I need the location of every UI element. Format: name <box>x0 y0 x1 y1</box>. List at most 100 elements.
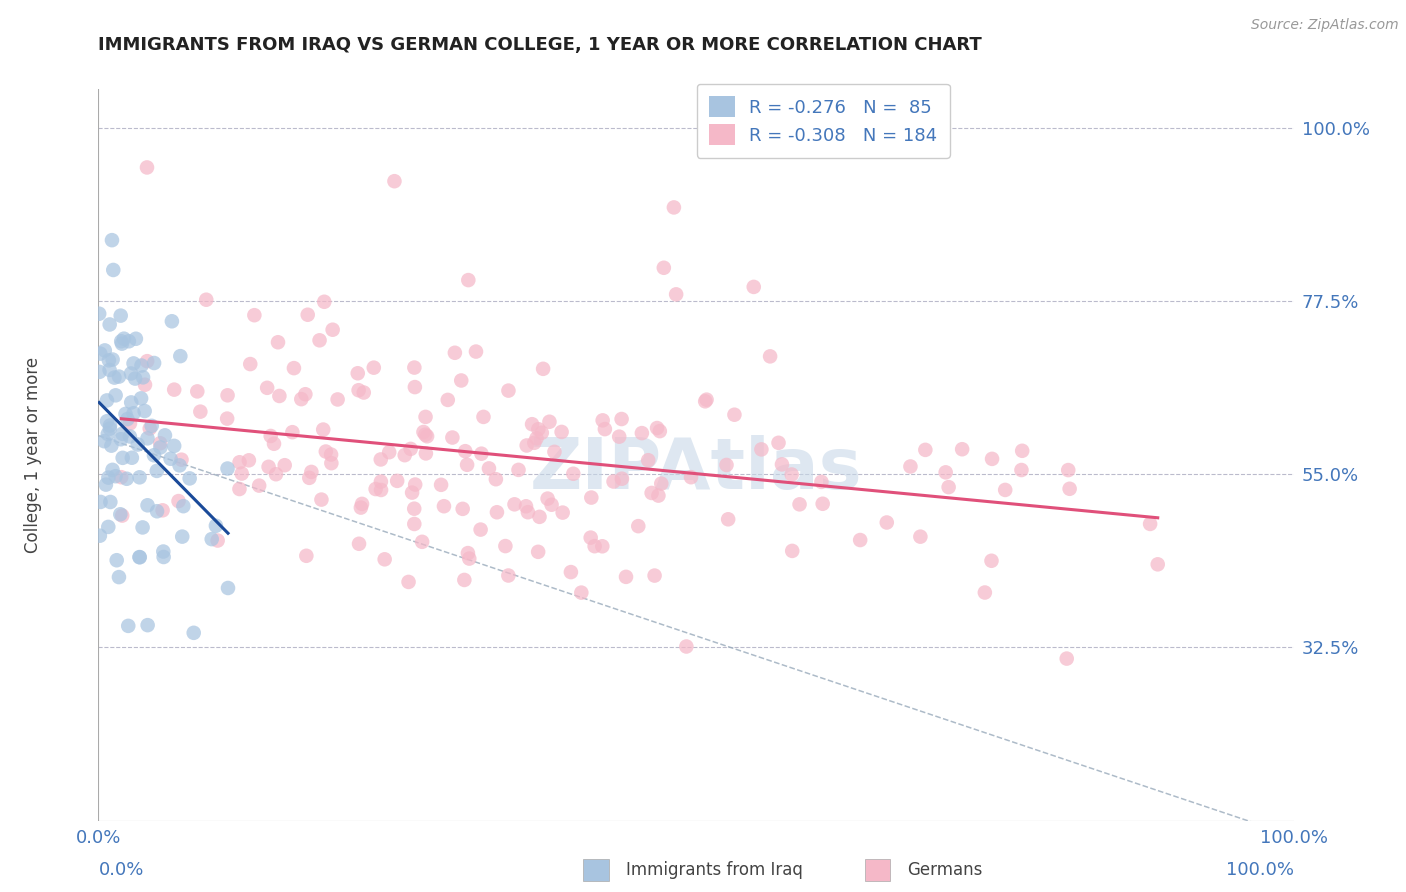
Point <box>122 356 145 370</box>
Point <box>640 486 662 500</box>
Point <box>101 352 124 367</box>
Point <box>257 459 280 474</box>
Point <box>263 436 285 450</box>
Point <box>94 477 117 491</box>
Legend: R = -0.276   N =  85, R = -0.308   N = 184: R = -0.276 N = 85, R = -0.308 N = 184 <box>697 84 950 158</box>
Point <box>111 336 134 351</box>
Point <box>273 458 295 473</box>
Point <box>370 475 392 489</box>
Point <box>562 467 585 481</box>
Point <box>114 407 136 421</box>
Point <box>530 425 553 440</box>
Point <box>398 574 420 589</box>
Point <box>404 501 426 516</box>
Point <box>457 546 479 560</box>
Point <box>503 497 526 511</box>
Point <box>134 404 156 418</box>
Point <box>96 414 118 428</box>
Point <box>498 384 520 398</box>
Point <box>353 385 375 400</box>
Point <box>167 494 190 508</box>
Point <box>89 365 111 379</box>
Point <box>314 294 336 309</box>
Point <box>152 549 174 564</box>
Point <box>652 260 675 275</box>
Point <box>110 334 132 349</box>
Point <box>1139 516 1161 531</box>
Point <box>453 573 475 587</box>
Point <box>665 287 688 301</box>
Point <box>118 429 141 443</box>
Point <box>1011 443 1033 458</box>
Point <box>101 233 124 247</box>
Point <box>122 406 145 420</box>
Point <box>444 345 467 359</box>
Point <box>94 343 117 358</box>
Point <box>136 498 159 512</box>
Point <box>96 393 118 408</box>
Point <box>935 466 957 480</box>
Point <box>170 452 193 467</box>
Point <box>451 501 474 516</box>
Text: ZIPAtlas: ZIPAtlas <box>530 435 862 504</box>
Point <box>118 334 141 349</box>
Point <box>321 456 343 470</box>
Point <box>139 421 162 435</box>
Point <box>614 570 637 584</box>
Point <box>103 263 125 277</box>
Point <box>416 429 439 443</box>
Point <box>172 530 194 544</box>
Point <box>100 439 122 453</box>
Point <box>111 508 134 523</box>
Point <box>994 483 1017 497</box>
Point <box>136 354 159 368</box>
Point <box>1057 463 1080 477</box>
Point <box>591 539 613 553</box>
Text: IMMIGRANTS FROM IRAQ VS GERMAN COLLEGE, 1 YEAR OR MORE CORRELATION CHART: IMMIGRANTS FROM IRAQ VS GERMAN COLLEGE, … <box>98 36 983 54</box>
Point <box>607 430 630 444</box>
Point <box>97 520 120 534</box>
Point <box>98 318 121 332</box>
Point <box>152 544 174 558</box>
Point <box>146 464 169 478</box>
Point <box>723 408 745 422</box>
Point <box>696 392 718 407</box>
Point <box>415 427 437 442</box>
Point <box>243 308 266 322</box>
Point <box>290 392 312 406</box>
Point <box>143 356 166 370</box>
Point <box>319 448 342 462</box>
Point <box>1059 482 1081 496</box>
Point <box>346 366 368 380</box>
Point <box>104 469 127 483</box>
Point <box>910 530 932 544</box>
Point <box>516 505 538 519</box>
Text: 0.0%: 0.0% <box>98 861 143 879</box>
Point <box>759 350 782 364</box>
Point <box>637 453 659 467</box>
Point <box>560 565 582 579</box>
Point <box>973 585 995 599</box>
Point <box>551 506 574 520</box>
Point <box>169 349 191 363</box>
Point <box>695 394 717 409</box>
Point <box>543 445 565 459</box>
Point <box>97 426 120 441</box>
Point <box>508 463 530 477</box>
Point <box>152 503 174 517</box>
Point <box>98 495 121 509</box>
Text: Immigrants from Iraq: Immigrants from Iraq <box>626 861 803 879</box>
Point <box>89 307 111 321</box>
Point <box>110 470 132 484</box>
Point <box>465 344 488 359</box>
Point <box>717 512 740 526</box>
Point <box>160 314 183 328</box>
Point <box>98 418 121 433</box>
Point <box>312 423 335 437</box>
Point <box>470 447 492 461</box>
Point <box>404 477 426 491</box>
Point <box>149 436 172 450</box>
Point <box>404 380 426 394</box>
Point <box>146 504 169 518</box>
Point <box>217 581 239 595</box>
